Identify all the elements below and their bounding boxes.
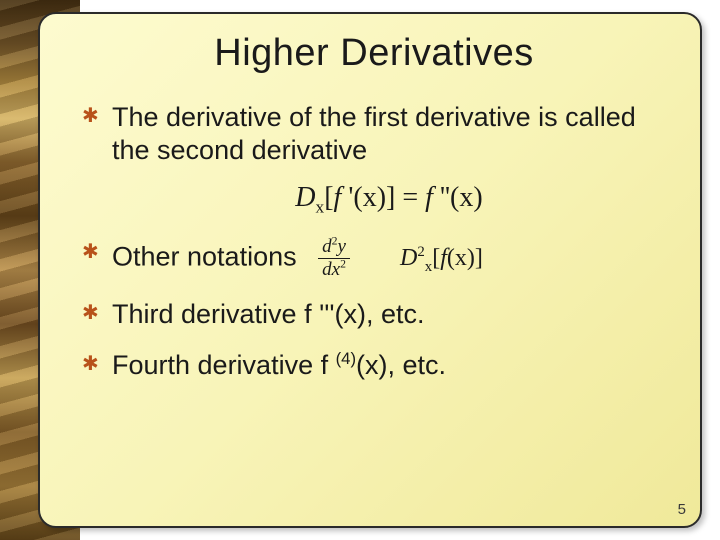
dx2-f: f <box>440 245 447 271</box>
notations-row: d2y dx2 D2x[f(x)] <box>318 237 483 280</box>
eq-close: ] <box>386 182 395 213</box>
slide-title: Higher Derivatives <box>82 32 666 75</box>
bullet-4-suffix: (x), etc. <box>356 350 446 380</box>
frac-den: dx2 <box>318 259 350 280</box>
notation-operator-Dx2: D2x[f(x)] <box>400 244 483 273</box>
bullet-1-text: The derivative of the first derivative i… <box>112 102 636 165</box>
dx2-arg: (x) <box>447 245 475 271</box>
bullet-2: Other notations d2y dx2 D2x[f(x)] <box>82 237 666 280</box>
eq-rhs-pp: '' <box>440 182 450 213</box>
notation-leibniz-fraction: d2y dx2 <box>318 237 350 280</box>
bullet-4: Fourth derivative f (4)(x), etc. <box>82 349 666 382</box>
frac-num-y: y <box>338 236 346 257</box>
dx2-D: D <box>400 245 417 271</box>
dx2-sup: 2 <box>417 244 424 260</box>
dx2-open: [ <box>432 245 440 271</box>
frac-num: d2y <box>318 237 350 259</box>
frac-den-sup: 2 <box>340 258 346 271</box>
bullet-list: The derivative of the first derivative i… <box>82 101 666 382</box>
frac-den-dx: dx <box>322 259 340 280</box>
eq-arg: (x) <box>353 182 386 213</box>
frac-num-d: d <box>322 236 332 257</box>
equation-second-derivative: Dx[f '(x)] = f ''(x) <box>112 181 666 215</box>
eq-rhs-f: f <box>425 182 440 213</box>
eq-open: [ <box>324 182 333 213</box>
eq-rhs-arg: (x) <box>450 182 483 213</box>
bullet-2-label: Other notations <box>112 242 297 272</box>
bullet-3: Third derivative f '''(x), etc. <box>82 298 666 331</box>
slide-card: Higher Derivatives The derivative of the… <box>38 12 702 528</box>
eq-D: D <box>295 182 315 213</box>
bullet-3-text: Third derivative f '''(x), etc. <box>112 299 425 329</box>
eq-D-sub: x <box>316 197 325 216</box>
bullet-4-prefix: Fourth derivative f <box>112 350 336 380</box>
page-number: 5 <box>678 501 686 518</box>
bullet-1: The derivative of the first derivative i… <box>82 101 666 215</box>
bullet-4-sup: (4) <box>336 349 356 368</box>
dx2-close: ] <box>475 245 483 271</box>
eq-f: f <box>334 182 349 213</box>
eq-eq: = <box>395 182 425 213</box>
